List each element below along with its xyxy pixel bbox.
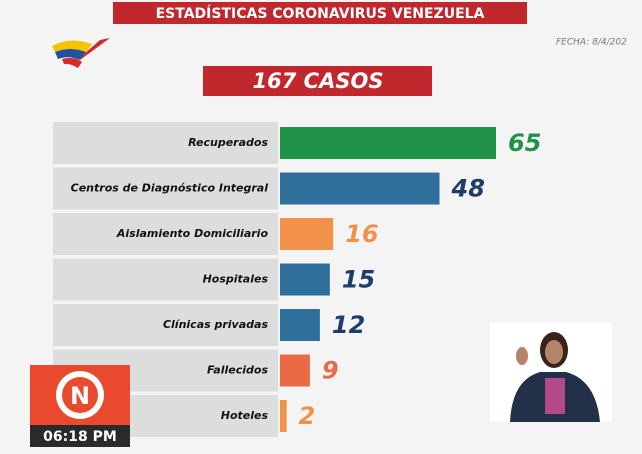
bar [280, 127, 496, 159]
value-label: 9 [322, 357, 339, 385]
bar [280, 218, 334, 250]
title-banner [113, 2, 527, 24]
clock: 06:18 PM [43, 429, 117, 445]
logo-flag [52, 38, 110, 68]
interpreter [510, 332, 600, 422]
total-label: 167 CASOS [253, 69, 384, 93]
category-label: Aislamiento Domiciliario [116, 227, 269, 240]
bar [280, 263, 330, 296]
total-box [203, 66, 432, 96]
category-label: Hoteles [221, 409, 269, 422]
label-box [53, 122, 278, 164]
value-label: 65 [508, 129, 541, 157]
logo-text: N [70, 382, 90, 410]
label-box [53, 213, 278, 255]
category-label: Fallecidos [207, 364, 268, 377]
date: FECHA: 8/4/202 [556, 38, 627, 48]
bar [280, 354, 310, 387]
label-box [53, 258, 278, 301]
bar [280, 400, 287, 432]
label-box [53, 167, 278, 210]
value-label: 2 [299, 402, 316, 430]
clock-bar [30, 425, 130, 447]
category-label: Hospitales [203, 273, 269, 286]
bar [280, 309, 320, 341]
category-label: Centros de Diagnóstico Integral [71, 182, 269, 195]
category-label: Clínicas privadas [163, 318, 268, 331]
value-label: 16 [345, 220, 378, 248]
value-label: 15 [342, 266, 375, 294]
category-label: Recuperados [188, 136, 268, 149]
bar [280, 172, 440, 205]
label-box [53, 304, 278, 346]
header-title: ESTADÍSTICAS CORONAVIRUS VENEZUELA [156, 5, 485, 22]
value-label: 12 [332, 311, 365, 339]
value-label: 48 [451, 175, 485, 203]
logo-inner [62, 377, 98, 413]
